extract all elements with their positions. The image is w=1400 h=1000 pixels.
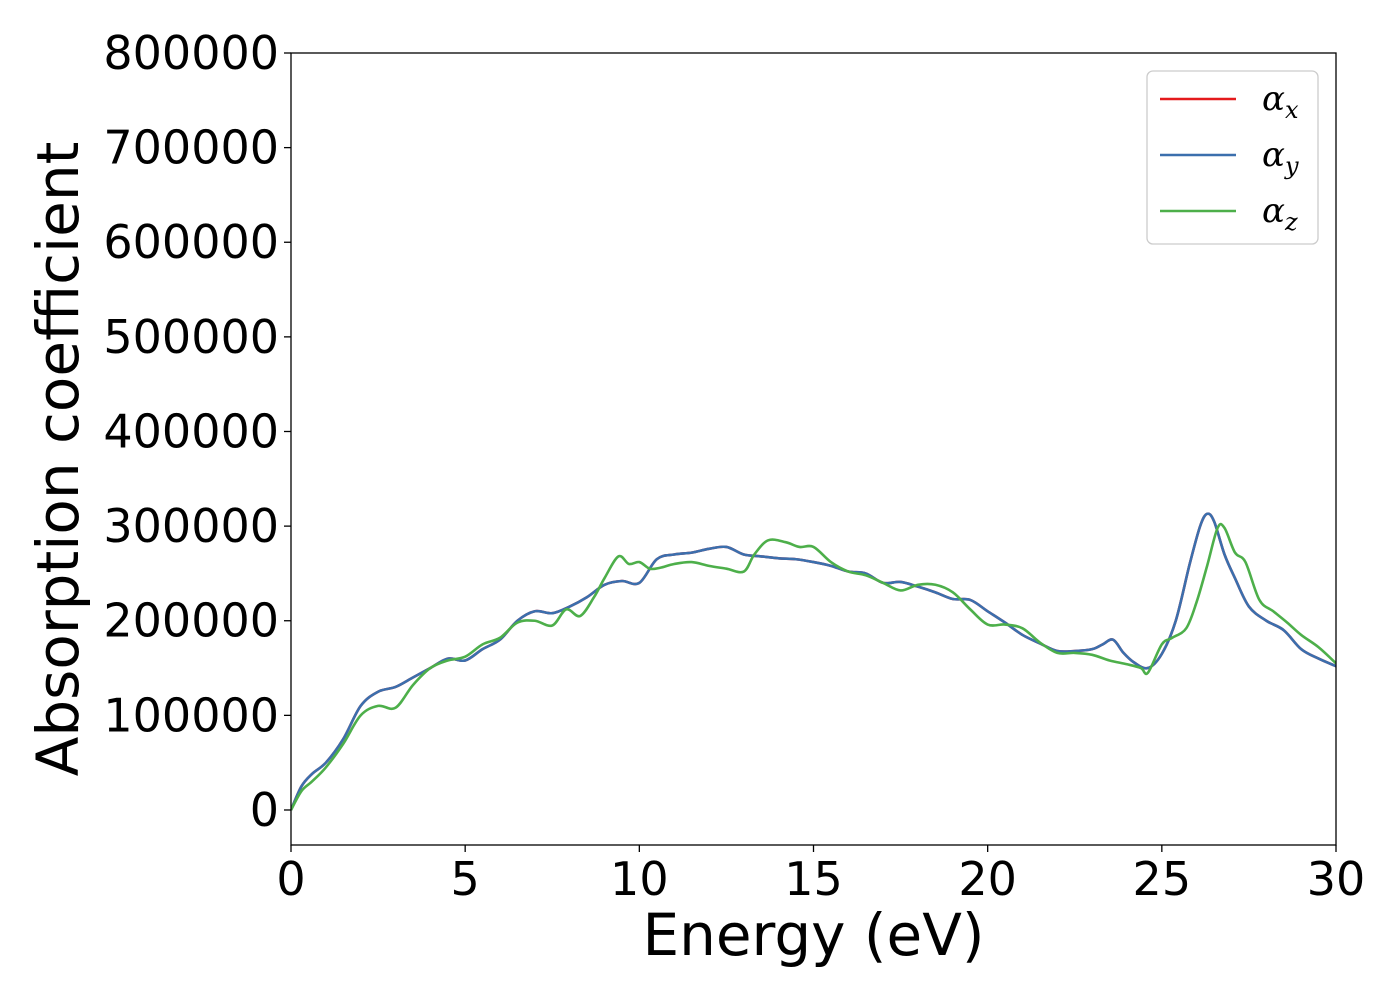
x-axis-title: Energy (eV)	[642, 901, 984, 969]
y-tick-label: 800000	[103, 26, 279, 80]
legend-label-z: αz	[1262, 191, 1298, 236]
y-tick-label: 400000	[103, 404, 279, 458]
legend-box	[1146, 70, 1319, 245]
ticks-layer: 0 5 10 15 20 25 30 0 100000 200000 300000 400000 500…	[103, 26, 1365, 906]
y-tick-label: 200000	[103, 594, 279, 648]
x-tick-label: 15	[784, 852, 843, 906]
legend-symbol: α	[1262, 79, 1285, 119]
y-tick-label: 500000	[103, 310, 279, 364]
y-tick-label: 700000	[103, 121, 279, 175]
y-tick-label: 300000	[103, 499, 279, 553]
x-tick-label: 20	[958, 852, 1017, 906]
legend-subscript: x	[1285, 96, 1299, 124]
legend-label-x: αx	[1262, 79, 1299, 124]
legend-label-y: αy	[1262, 135, 1299, 180]
x-tick-label: 30	[1307, 852, 1366, 906]
legend-symbol: α	[1262, 191, 1285, 231]
x-tick-label: 5	[451, 852, 480, 906]
y-tick-label: 600000	[103, 215, 279, 269]
x-tick-label: 10	[610, 852, 669, 906]
series-layer	[291, 512, 1336, 811]
y-tick-label: 100000	[103, 688, 279, 742]
x-tick-label: 25	[1133, 852, 1192, 906]
legend-subscript: z	[1284, 208, 1298, 236]
x-tick-label: 0	[276, 852, 305, 906]
legend-subscript: y	[1284, 152, 1299, 180]
series-line-z	[291, 522, 1336, 811]
y-tick-label: 0	[250, 783, 279, 837]
y-axis-title: Absorption coefficient	[24, 142, 92, 777]
legend-symbol: α	[1262, 135, 1285, 175]
